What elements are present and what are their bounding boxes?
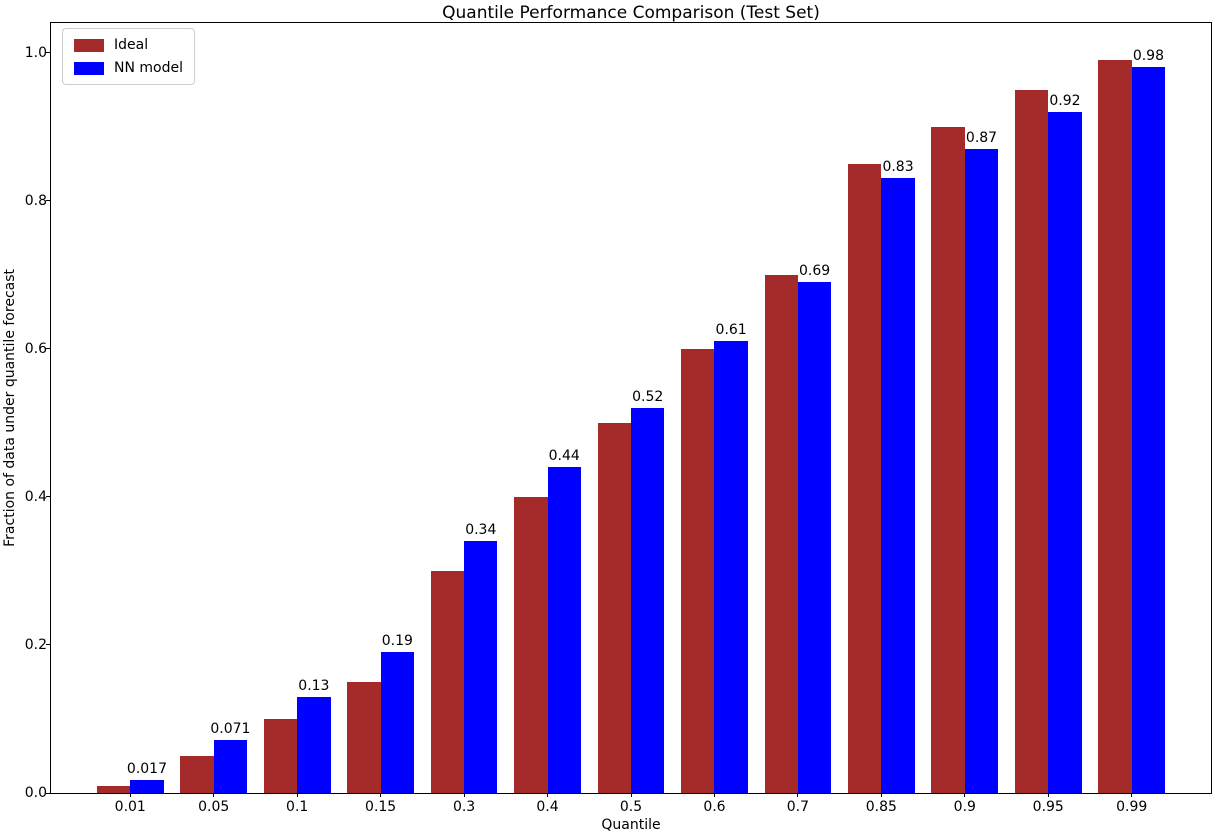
bar-ideal-0.4 (514, 496, 548, 793)
x-tick-mark-0.95 (1047, 793, 1049, 797)
legend-item-ideal: Ideal (74, 37, 183, 53)
bar-ideal-0.3 (430, 570, 465, 793)
bar-value-label-0.3: 0.34 (465, 522, 497, 539)
bars-layer (51, 23, 1211, 793)
y-tick-label-1.0: 1.0 (24, 44, 47, 61)
x-tick-label-0.15: 0.15 (365, 799, 397, 815)
bar-ideal-0.1 (263, 718, 298, 793)
bar-nn-model-0.5 (631, 408, 665, 793)
bar-value-label-0.4: 0.44 (548, 448, 580, 465)
y-tick-mark-0.8 (46, 200, 50, 202)
legend-swatch-nn-model (74, 61, 104, 75)
bar-nn-model-0.1 (297, 696, 331, 793)
x-tick-mark-0.7 (797, 793, 799, 797)
x-tick-label-0.85: 0.85 (865, 799, 897, 815)
bar-value-label-0.01: 0.017 (126, 761, 168, 778)
y-tick-label-0.0: 0.0 (24, 785, 47, 801)
bar-nn-model-0.3 (464, 541, 498, 793)
bar-ideal-0.85 (847, 163, 882, 793)
x-tick-mark-0.05 (213, 793, 215, 797)
x-tick-label-0.01: 0.01 (114, 799, 146, 815)
y-tick-mark-0.0 (46, 792, 50, 794)
y-tick-mark-0.2 (46, 644, 50, 646)
x-tick-label-0.05: 0.05 (198, 799, 230, 815)
bar-labels-layer: 0.017 0.071 0.13 0.19 0.34 0.44 0.52 0.61 0.69 0.… (51, 23, 1211, 793)
bar-value-label-0.1: 0.13 (298, 677, 330, 694)
x-tick-mark-0.99 (1131, 793, 1133, 797)
bar-ideal-0.5 (597, 422, 631, 793)
bar-ideal-0.05 (180, 755, 214, 793)
x-tick-label-0.1: 0.1 (286, 799, 309, 815)
x-axis-label: Quantile (601, 817, 661, 833)
bar-value-label-0.5: 0.52 (632, 389, 664, 405)
y-tick-label-0.8: 0.8 (24, 192, 47, 209)
bar-nn-model-0.01 (130, 780, 164, 793)
x-tick-mark-0.01 (129, 793, 131, 797)
bar-nn-model-0.85 (881, 178, 915, 793)
bar-value-label-0.6: 0.61 (715, 322, 747, 339)
bar-nn-model-0.15 (380, 652, 414, 793)
y-tick-mark-0.4 (46, 496, 50, 498)
bar-ideal-0.95 (1014, 89, 1049, 793)
x-tick-mark-0.3 (463, 793, 465, 797)
bar-nn-model-0.99 (1131, 67, 1166, 793)
x-tick-label-0.4: 0.4 (536, 799, 559, 815)
chart-title: Quantile Performance Comparison (Test Se… (442, 3, 820, 23)
bar-ideal-0.9 (931, 126, 965, 793)
x-tick-label-0.7: 0.7 (786, 799, 810, 815)
bar-ideal-0.01 (96, 785, 131, 793)
y-tick-mark-1.0 (46, 52, 50, 54)
bar-ideal-0.6 (681, 348, 715, 793)
x-tick-mark-0.5 (630, 793, 632, 797)
bar-value-label-0.7: 0.69 (799, 263, 831, 280)
x-tick-mark-0.4 (547, 793, 549, 797)
bar-value-label-0.9: 0.87 (965, 129, 998, 146)
x-tick-mark-0.6 (713, 793, 715, 797)
y-axis-label-container: Fraction of data under quantile forecast (2, 23, 18, 793)
x-tick-mark-0.15 (380, 793, 382, 797)
plot-area: 0.017 0.071 0.13 0.19 0.34 0.44 0.52 0.61 0.69 0.… (25, 22, 1212, 833)
bar-nn-model-0.7 (797, 282, 832, 793)
y-tick-label-0.2: 0.2 (24, 636, 47, 653)
x-tick-label-0.5: 0.5 (619, 799, 643, 815)
x-tick-mark-0.1 (296, 793, 298, 797)
x-tick-label-0.99: 0.99 (1116, 799, 1148, 815)
bar-value-label-0.05: 0.071 (210, 721, 251, 738)
bar-nn-model-0.95 (1048, 111, 1082, 793)
legend: Ideal NN model (62, 28, 195, 85)
x-tick-label-0.6: 0.6 (703, 799, 726, 815)
bar-value-label-0.15: 0.19 (381, 633, 413, 650)
bar-ideal-0.15 (347, 681, 381, 793)
y-tick-label-0.6: 0.6 (24, 340, 47, 357)
y-tick-label-0.4: 0.4 (24, 488, 47, 505)
bar-ideal-0.7 (764, 274, 798, 793)
bar-nn-model-0.6 (714, 341, 748, 793)
bar-ideal-0.99 (1098, 60, 1132, 793)
legend-label-nn-model: NN model (114, 60, 183, 76)
legend-label-ideal: Ideal (114, 37, 149, 53)
bar-value-label-0.95: 0.92 (1049, 92, 1081, 109)
bar-value-label-0.85: 0.83 (882, 159, 914, 176)
y-tick-mark-0.6 (46, 348, 50, 350)
bar-nn-model-0.4 (547, 467, 581, 793)
x-tick-mark-0.85 (880, 793, 882, 797)
y-axis-label: Fraction of data under quantile forecast (2, 269, 18, 547)
x-tick-mark-0.9 (964, 793, 966, 797)
x-tick-label-0.3: 0.3 (452, 799, 476, 815)
bar-value-label-0.99: 0.98 (1132, 48, 1164, 65)
legend-swatch-ideal (74, 38, 104, 52)
x-tick-label-0.95: 0.95 (1032, 799, 1064, 815)
bar-nn-model-0.05 (213, 740, 248, 793)
legend-item-nn-model: NN model (74, 60, 183, 76)
axis-ticks-layer: 0.01 0.05 0.1 0.15 0.3 0.4 0.5 0.6 0.7 0.85 0.9 0.9… (25, 23, 1211, 815)
bar-nn-model-0.9 (964, 148, 999, 793)
x-tick-label-0.9: 0.9 (953, 799, 976, 815)
